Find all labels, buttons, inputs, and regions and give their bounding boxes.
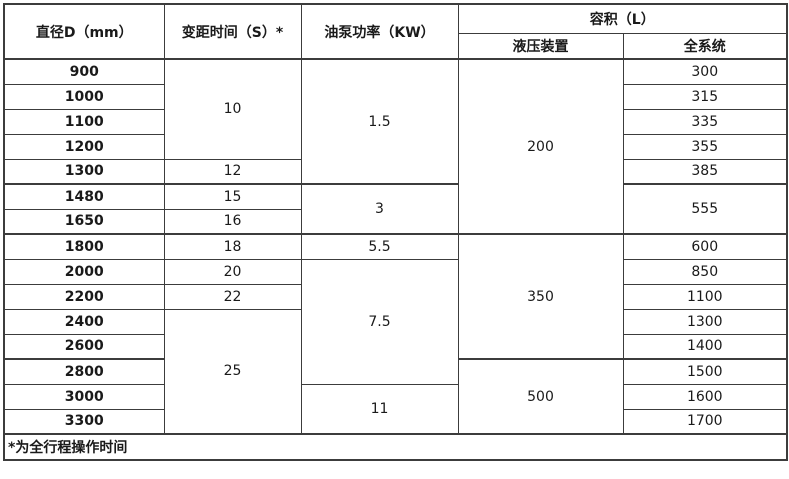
full-system-cell: 1400 xyxy=(622,333,788,360)
header-pitch-time: 变距时间（S）* xyxy=(163,3,302,60)
table-row: 1800 18 5.5 350 600 xyxy=(3,233,788,360)
header-pump-power: 油泵功率（KW） xyxy=(300,3,459,60)
table-row: 1480 15 3 555 xyxy=(3,183,788,235)
table-row: 2200 22 1100 xyxy=(3,283,788,310)
diameter-cell: 1000 xyxy=(3,83,165,110)
footnote: *为全行程操作时间 xyxy=(3,433,788,461)
diameter-cell: 2400 xyxy=(3,308,165,335)
hydraulic-cell: 350 xyxy=(457,233,624,360)
pitch-time-cell: 15 xyxy=(163,183,302,210)
diameter-cell: 900 xyxy=(3,58,165,85)
full-system-cell: 300 xyxy=(622,58,788,85)
full-system-cell: 1100 xyxy=(622,283,788,310)
full-system-cell: 600 xyxy=(622,233,788,260)
pitch-time-cell: 16 xyxy=(163,208,302,235)
full-system-cell: 1300 xyxy=(622,308,788,335)
table-row: 3300 1700 xyxy=(3,408,788,435)
hydraulic-cell: 200 xyxy=(457,58,624,235)
diameter-cell: 2800 xyxy=(3,358,165,385)
pitch-time-cell: 20 xyxy=(163,258,302,285)
diameter-cell: 3300 xyxy=(3,408,165,435)
diameter-cell: 2000 xyxy=(3,258,165,285)
table-row: 1000 315 xyxy=(3,83,788,110)
pitch-time-cell: 25 xyxy=(163,308,302,435)
pump-power-cell: 11 xyxy=(300,383,459,435)
header-diameter: 直径D（mm） xyxy=(3,3,165,60)
pump-power-cell: 5.5 xyxy=(300,233,459,260)
pitch-time-cell: 12 xyxy=(163,158,302,185)
header-hydraulic-device: 液压装置 xyxy=(457,32,624,60)
pump-power-cell: 1.5 xyxy=(300,58,459,185)
header-full-system: 全系统 xyxy=(622,32,788,60)
full-system-cell: 335 xyxy=(622,108,788,135)
diameter-cell: 2600 xyxy=(3,333,165,360)
full-system-cell: 1600 xyxy=(622,383,788,410)
diameter-cell: 1650 xyxy=(3,208,165,235)
table-row: 2000 20 7.5 850 xyxy=(3,258,788,385)
full-system-cell: 850 xyxy=(622,258,788,285)
diameter-cell: 1480 xyxy=(3,183,165,210)
diameter-cell: 1300 xyxy=(3,158,165,185)
hydraulic-cell: 500 xyxy=(457,358,624,435)
table-row: 1650 16 xyxy=(3,208,787,235)
pump-power-cell: 7.5 xyxy=(300,258,459,385)
diameter-cell: 1100 xyxy=(3,108,165,135)
table-row: 3000 11 1600 xyxy=(3,383,788,435)
full-system-cell: 385 xyxy=(622,158,788,185)
full-system-cell: 355 xyxy=(622,133,788,160)
header-volume-group: 容积（L） xyxy=(457,3,788,34)
spec-table: 直径D（mm） 变距时间（S）* 油泵功率（KW） 容积（L） 液压装置 全系统… xyxy=(3,3,789,461)
footnote-row: *为全行程操作时间 xyxy=(3,433,788,461)
table-row: 2600 1400 xyxy=(3,333,788,360)
diameter-cell: 1200 xyxy=(3,133,165,160)
table-row: 2400 25 1300 xyxy=(3,308,788,435)
full-system-cell: 555 xyxy=(622,183,788,235)
pitch-time-cell: 10 xyxy=(163,58,302,160)
full-system-cell: 315 xyxy=(622,83,788,110)
table-row: 1200 355 xyxy=(3,133,788,160)
table-row: 2800 500 1500 xyxy=(3,358,788,435)
table-header: 直径D（mm） 变距时间（S）* 油泵功率（KW） 容积（L） 液压装置 全系统 xyxy=(3,3,788,60)
pitch-time-cell: 18 xyxy=(163,233,302,260)
table-row: 900 10 1.5 200 300 xyxy=(3,58,788,235)
full-system-cell: 1500 xyxy=(622,358,788,385)
diameter-cell: 1800 xyxy=(3,233,165,260)
diameter-cell: 2200 xyxy=(3,283,165,310)
pitch-time-cell: 22 xyxy=(163,283,302,310)
full-system-cell: 1700 xyxy=(622,408,788,435)
pump-power-cell: 3 xyxy=(300,183,459,235)
table-row: 1300 12 385 xyxy=(3,158,788,185)
diameter-cell: 3000 xyxy=(3,383,165,410)
